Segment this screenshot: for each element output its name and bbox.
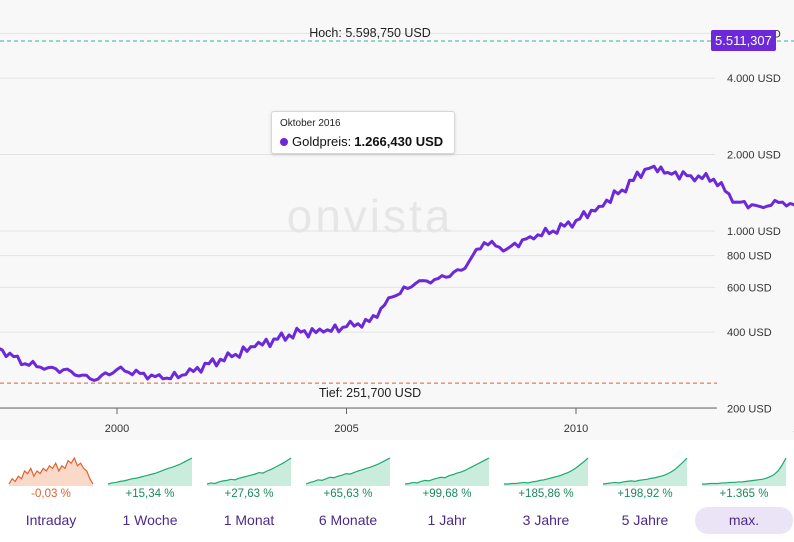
tooltip: Oktober 2016 Goldpreis: 1.266,430 USD — [271, 111, 455, 154]
last-price-badge: 5.511,307 — [711, 30, 776, 51]
period-label[interactable]: 1 Monat — [223, 512, 275, 528]
period-1-woche[interactable]: +15,34 % 1 Woche — [105, 440, 199, 542]
period-change: +198,92 % — [617, 488, 673, 500]
sparkline-area — [9, 458, 93, 486]
period-change: +1.365 % — [719, 488, 769, 500]
sparkline — [504, 457, 589, 486]
high-label: Hoch: 5.598,750 USD — [309, 26, 431, 40]
period-label[interactable]: 3 Jahre — [522, 512, 570, 528]
period-change: +27,63 % — [224, 488, 274, 500]
y-tick-label: 2.000 USD — [727, 150, 781, 162]
sparkline-area — [108, 458, 192, 486]
period-1-monat[interactable]: +27,63 % 1 Monat — [204, 440, 298, 542]
period-label[interactable]: Intraday — [25, 512, 77, 528]
x-tick-label: 2000 — [105, 423, 129, 435]
sparkline — [602, 457, 688, 486]
sparkline-line — [107, 457, 193, 485]
low-label: Tief: 251,700 USD — [319, 386, 421, 400]
period-3-jahre[interactable]: +185,86 % 3 Jahre — [501, 440, 595, 542]
sparkline-area — [504, 458, 588, 486]
period-change: +185,86 % — [518, 488, 574, 500]
x-tick-label: 2005 — [334, 423, 358, 435]
period-label[interactable]: 6 Monate — [318, 512, 378, 528]
period-5-jahre[interactable]: +198,92 % 5 Jahre — [600, 440, 694, 542]
y-tick-label: 400 USD — [727, 327, 772, 339]
x-tick-label: 2010 — [564, 423, 588, 435]
sparkline-area — [306, 458, 390, 486]
period-label[interactable]: 5 Jahre — [621, 512, 669, 528]
sparkline-line — [404, 457, 490, 485]
sparkline-line — [305, 457, 391, 485]
watermark: onvista — [287, 190, 454, 242]
period-change: +15,34 % — [125, 488, 175, 500]
y-tick-label: 600 USD — [727, 282, 772, 294]
y-tick-label: 1.000 USD — [727, 226, 781, 238]
tooltip-date: Oktober 2016 — [280, 118, 341, 129]
tooltip-value-row: Goldpreis: 1.266,430 USD — [280, 134, 446, 149]
series-dot-icon — [280, 137, 288, 146]
tooltip-value: 1.266,430 USD — [354, 134, 444, 149]
sparkline — [206, 457, 292, 486]
sparkline — [702, 457, 787, 486]
sparkline — [8, 456, 94, 486]
period-label[interactable]: 1 Woche — [122, 512, 178, 528]
period-label[interactable]: max. — [695, 507, 793, 534]
period-change: +65,63 % — [323, 488, 373, 500]
sparkline-area — [207, 458, 291, 486]
sparkline-area — [603, 458, 687, 486]
period-intraday[interactable]: -0,03 % Intraday — [6, 440, 100, 542]
period-change: +99,68 % — [422, 488, 472, 500]
period-6-monate[interactable]: +65,63 % 6 Monate — [303, 440, 397, 542]
period-selector: -0,03 % Intraday +15,34 % 1 Woche +27,63 % 1 … — [0, 440, 794, 542]
sparkline-area — [405, 458, 489, 486]
period-1-jahr[interactable]: +99,68 % 1 Jahr — [402, 440, 496, 542]
gold-price-line[interactable] — [0, 43, 794, 382]
period-label[interactable]: 1 Jahr — [427, 512, 467, 528]
y-tick-label: 4.000 USD — [727, 73, 781, 85]
sparkline-line — [504, 457, 589, 485]
sparkline — [404, 457, 490, 486]
period-change: -0,03 % — [31, 488, 71, 500]
sparkline-line — [602, 457, 688, 485]
tooltip-series-label: Goldpreis: — [292, 134, 352, 149]
y-tick-label: 200 USD — [727, 404, 772, 416]
sparkline-line — [8, 456, 94, 485]
sparkline — [305, 457, 391, 486]
sparkline-line — [702, 457, 787, 485]
y-tick-label: 800 USD — [727, 251, 772, 263]
period-max[interactable]: +1.365 % max. — [695, 440, 793, 542]
sparkline-line — [206, 457, 292, 485]
sparkline — [107, 457, 193, 486]
